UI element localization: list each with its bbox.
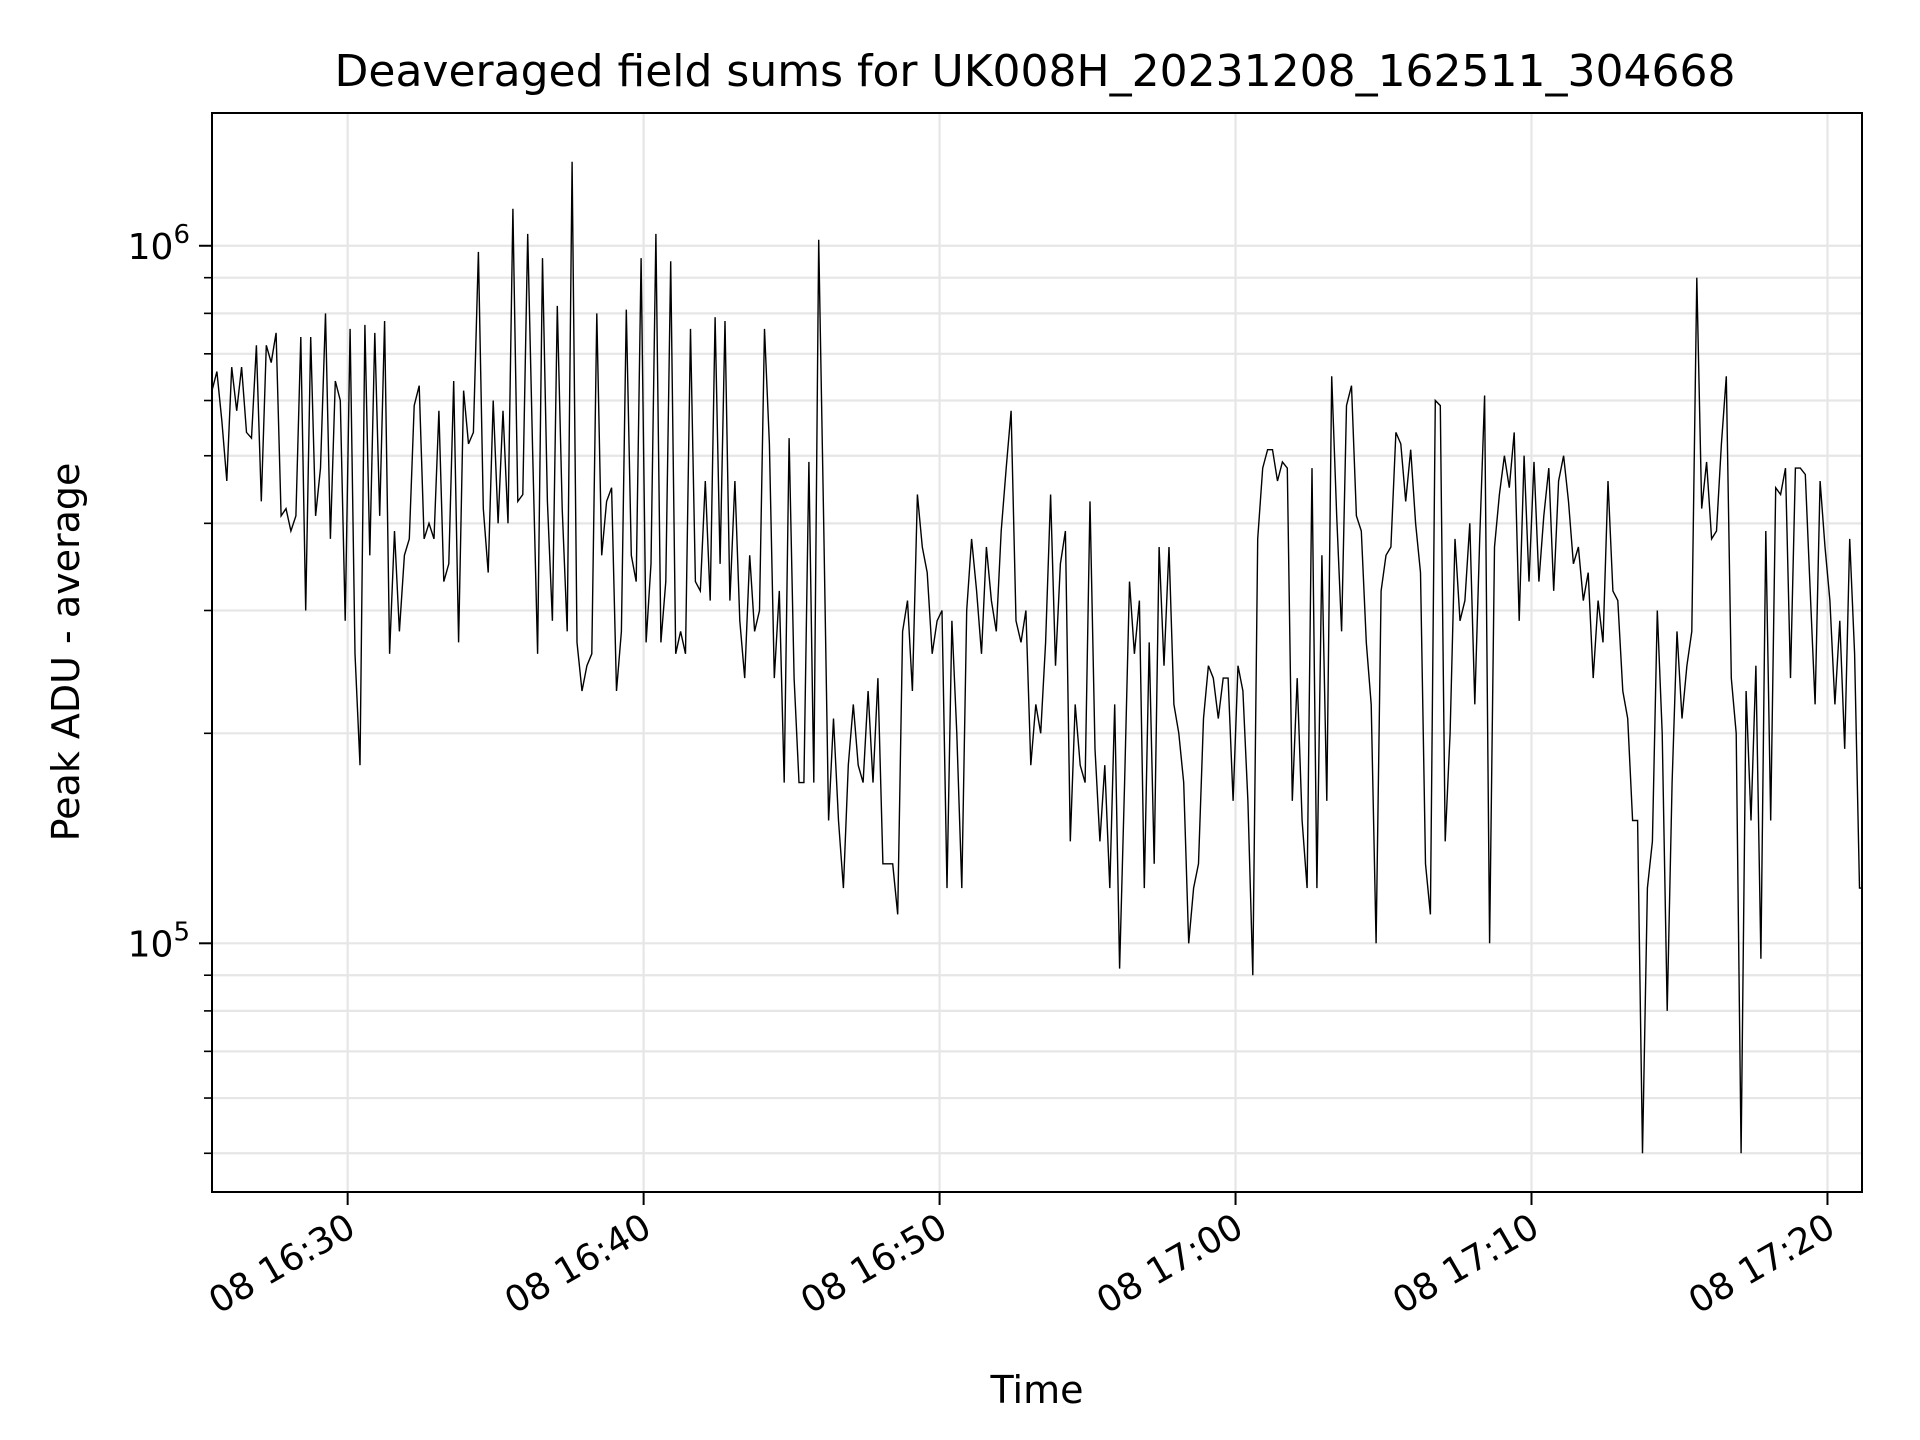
y-tick-label: 106 [128, 220, 190, 268]
grid [212, 113, 1862, 1192]
plot-frame [211, 112, 1863, 1193]
plot-area [211, 161, 1862, 1154]
y-axis-label: Peak ADU - average [44, 463, 88, 842]
y-tick-label: 105 [128, 917, 190, 965]
x-axis-label: Time [990, 1368, 1084, 1412]
series-line [211, 161, 1862, 1154]
chart-title: Deaveraged field sums for UK008H_2023120… [335, 46, 1736, 97]
